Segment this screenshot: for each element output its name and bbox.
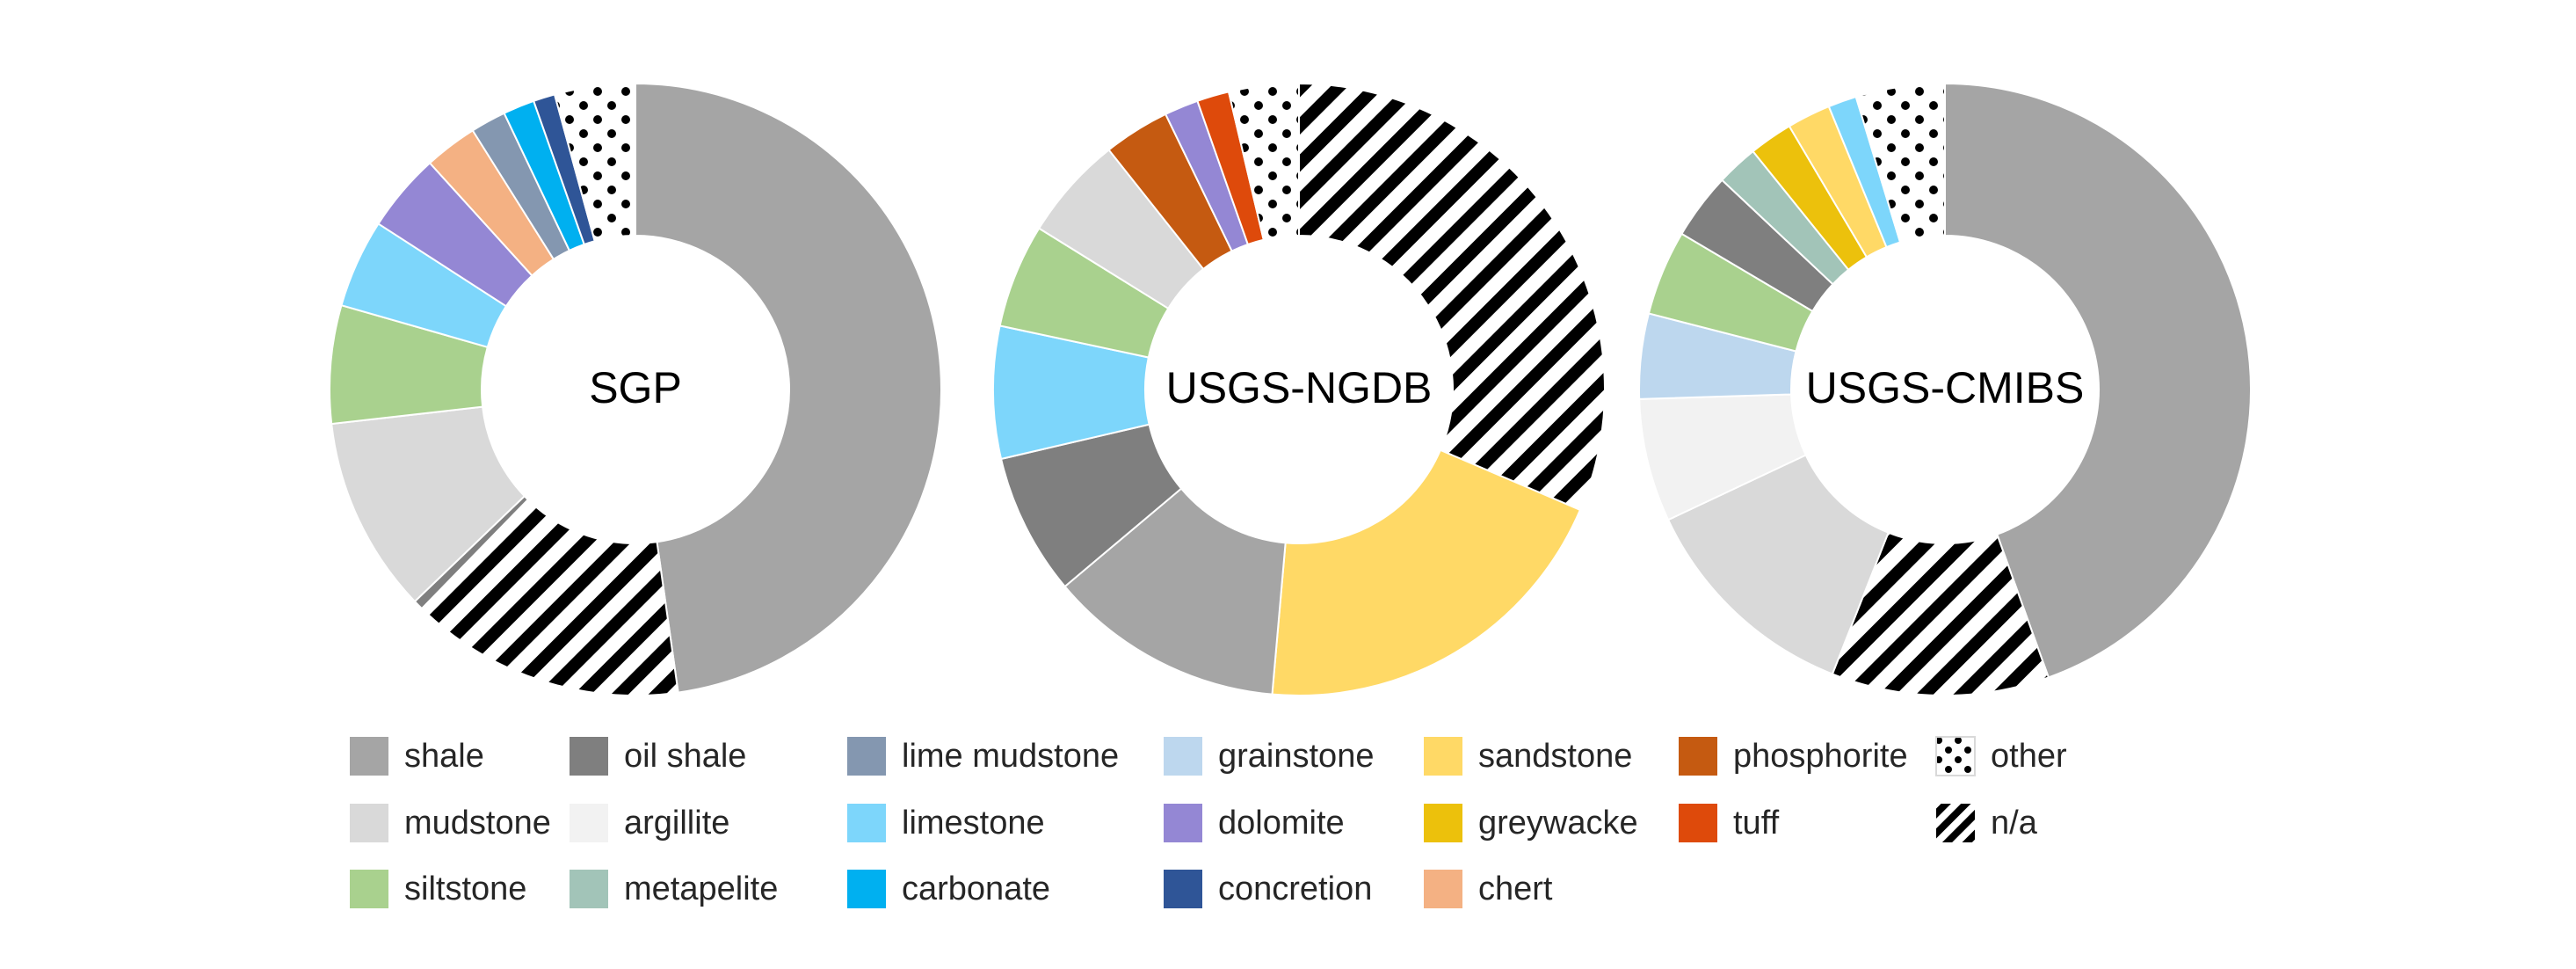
- legend-swatch-lime-mudstone: [847, 737, 886, 776]
- legend: shale oil shale lime mudstone grainstone san…: [350, 736, 2067, 908]
- legend-item-lime-mudstone: lime mudstone: [847, 737, 1119, 776]
- legend-swatch-limestone: [847, 804, 886, 842]
- legend-swatch-other: [1935, 736, 1976, 776]
- slice-sgp-n-a: [420, 498, 679, 696]
- donut-sgp: SGP: [329, 82, 942, 696]
- legend-label-tuff: tuff: [1733, 805, 1780, 842]
- legend-label-n-a: n/a: [1991, 805, 2038, 842]
- legend-item-sandstone: sandstone: [1424, 737, 1632, 776]
- donut-usgs-ngdb: USGS-NGDB: [992, 82, 1606, 696]
- legend-item-concretion: concretion: [1164, 870, 1372, 908]
- legend-swatch-siltstone: [350, 870, 388, 908]
- legend-swatch-phosphorite: [1679, 737, 1717, 776]
- legend-item-siltstone: siltstone: [350, 870, 526, 908]
- legend-item-oil-shale: oil shale: [570, 737, 746, 776]
- legend-swatch-carbonate: [847, 870, 886, 908]
- legend-label-chert: chert: [1478, 871, 1553, 907]
- donut-usgs-cmibs: USGS-CMIBS: [1638, 82, 2252, 696]
- legend-swatch-n-a: [1936, 804, 1975, 842]
- legend-item-limestone: limestone: [847, 804, 1045, 842]
- slice-usgs-cmibs-n-a: [1831, 531, 2050, 696]
- legend-label-limestone: limestone: [902, 805, 1045, 842]
- legend-item-greywacke: greywacke: [1424, 804, 1638, 842]
- legend-label-metapelite: metapelite: [624, 871, 778, 907]
- legend-swatch-shale: [350, 737, 388, 776]
- legend-label-concretion: concretion: [1218, 871, 1372, 907]
- slice-sgp-other: [553, 82, 636, 243]
- legend-label-argillite: argillite: [624, 805, 729, 842]
- legend-item-mudstone: mudstone: [350, 804, 551, 842]
- legend-swatch-metapelite: [570, 870, 608, 908]
- legend-swatch-tuff: [1679, 804, 1717, 842]
- legend-swatch-sandstone: [1424, 737, 1462, 776]
- legend-item-carbonate: carbonate: [847, 870, 1050, 908]
- legend-item-tuff: tuff: [1679, 804, 1780, 842]
- legend-item-dolomite: dolomite: [1164, 804, 1345, 842]
- legend-label-dolomite: dolomite: [1218, 805, 1345, 842]
- legend-label-lime-mudstone: lime mudstone: [902, 738, 1119, 775]
- slice-usgs-ngdb-sandstone: [1271, 448, 1582, 696]
- slice-usgs-cmibs-other: [1854, 82, 1946, 244]
- legend-swatch-concretion: [1164, 870, 1202, 908]
- legend-item-argillite: argillite: [570, 804, 729, 842]
- donut-group: SGP USGS-NGDB USGS-CMIBS: [329, 82, 2252, 696]
- slice-sgp-shale: [635, 82, 942, 694]
- legend-swatch-argillite: [570, 804, 608, 842]
- legend-label-oil-shale: oil shale: [624, 738, 746, 775]
- legend-item-phosphorite: phosphorite: [1679, 737, 1908, 776]
- slice-usgs-ngdb-n-a: [1298, 82, 1606, 512]
- donut-label-usgs-ngdb: USGS-NGDB: [1166, 363, 1433, 412]
- legend-swatch-greywacke: [1424, 804, 1462, 842]
- legend-label-siltstone: siltstone: [404, 871, 526, 907]
- legend-swatch-mudstone: [350, 804, 388, 842]
- legend-swatch-oil-shale: [570, 737, 608, 776]
- slice-usgs-ngdb-shale: [1063, 487, 1287, 696]
- legend-item-shale: shale: [350, 737, 484, 776]
- legend-label-phosphorite: phosphorite: [1733, 738, 1908, 775]
- slice-usgs-cmibs-shale: [1944, 82, 2252, 679]
- legend-label-carbonate: carbonate: [902, 871, 1050, 907]
- legend-label-other: other: [1991, 738, 2067, 775]
- legend-label-mudstone: mudstone: [404, 805, 551, 842]
- legend-label-greywacke: greywacke: [1478, 805, 1638, 842]
- legend-item-metapelite: metapelite: [570, 870, 778, 908]
- legend-swatch-dolomite: [1164, 804, 1202, 842]
- legend-swatch-grainstone: [1164, 737, 1202, 776]
- legend-swatch-chert: [1424, 870, 1462, 908]
- donut-label-usgs-cmibs: USGS-CMIBS: [1806, 363, 2085, 412]
- legend-label-sandstone: sandstone: [1478, 738, 1632, 775]
- legend-item-other: other: [1935, 736, 2067, 776]
- donut-label-sgp: SGP: [589, 363, 682, 412]
- legend-item-chert: chert: [1424, 870, 1553, 908]
- slice-usgs-ngdb-other: [1227, 82, 1300, 241]
- legend-item-grainstone: grainstone: [1164, 737, 1374, 776]
- legend-label-shale: shale: [404, 738, 484, 775]
- legend-item-n-a: n/a: [1936, 804, 2038, 842]
- slice-usgs-cmibs-mudstone: [1666, 454, 1890, 675]
- legend-label-grainstone: grainstone: [1218, 738, 1374, 775]
